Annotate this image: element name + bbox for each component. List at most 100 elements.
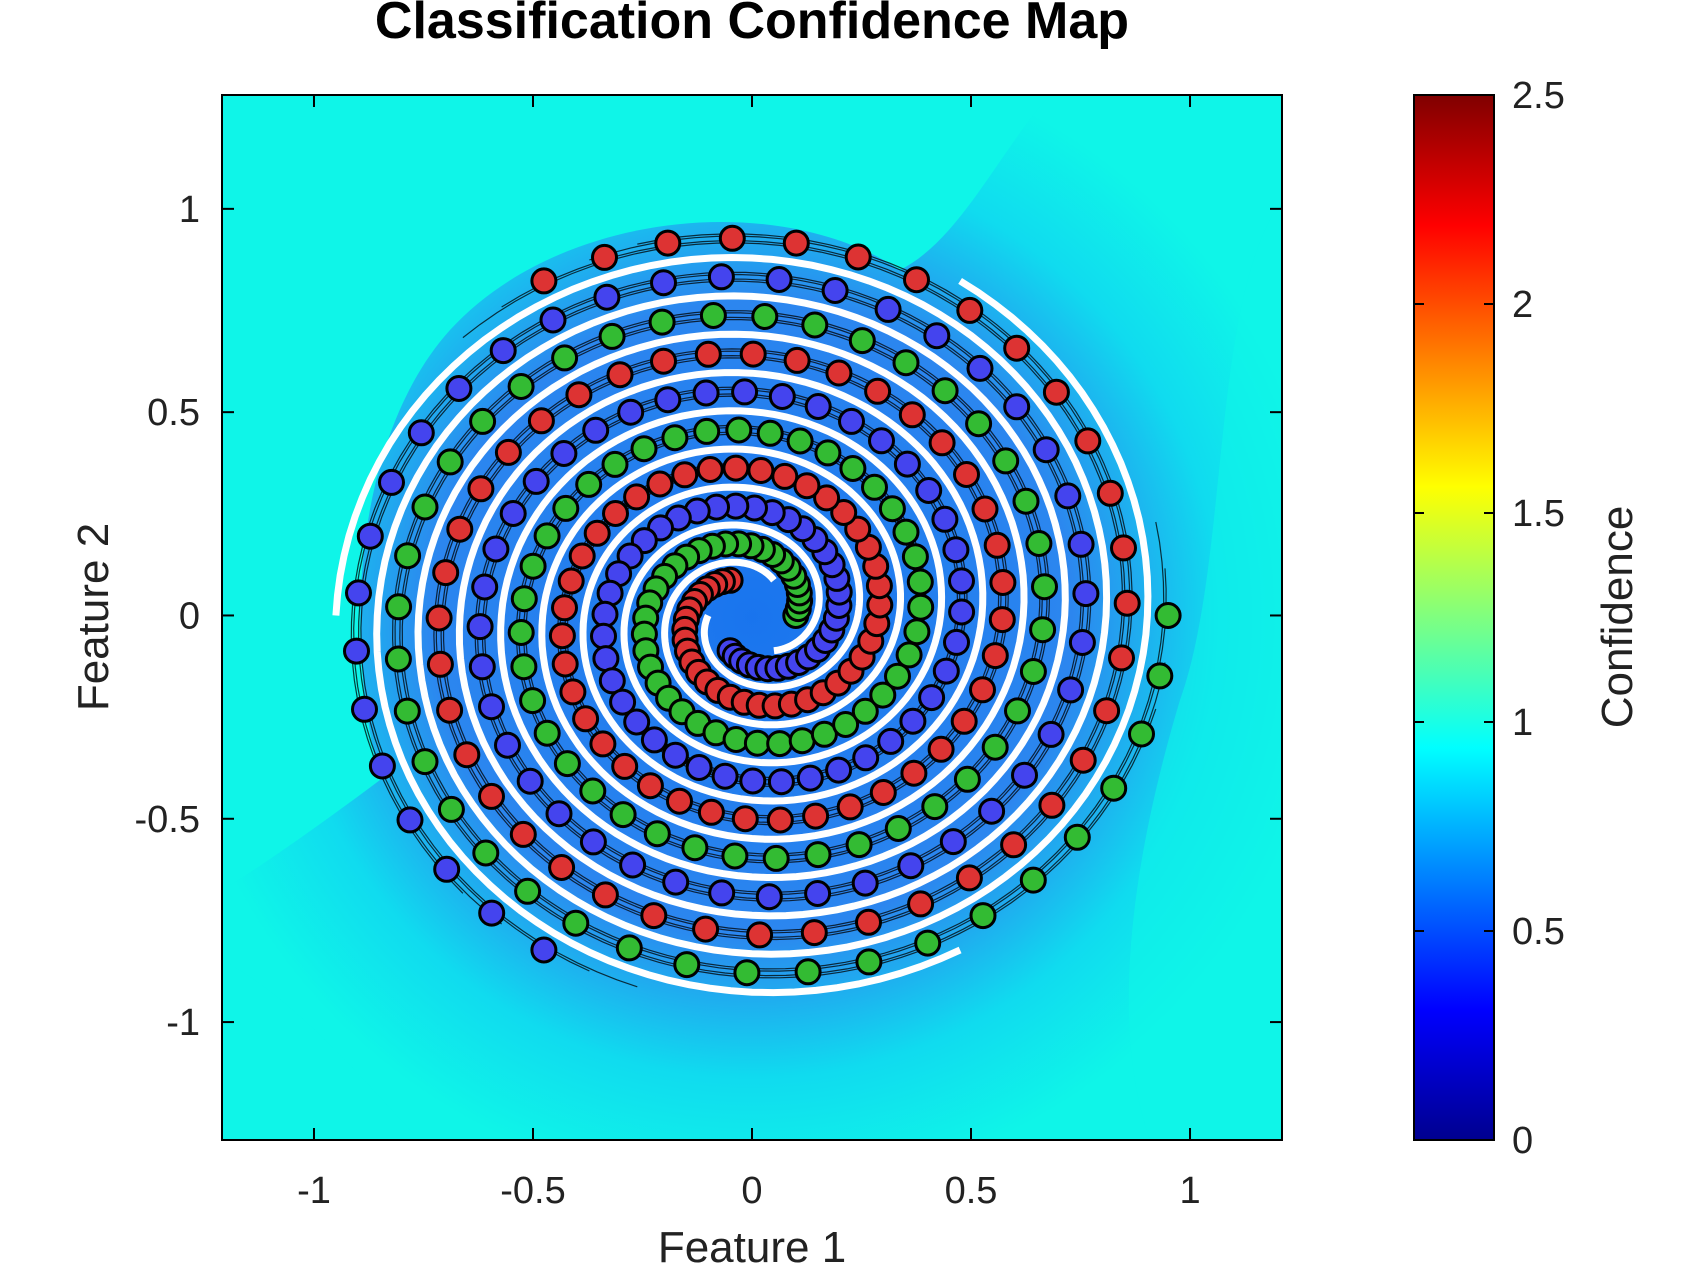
data-point bbox=[751, 303, 779, 330]
y-axis-label: Feature 2 bbox=[69, 523, 118, 711]
data-point bbox=[718, 224, 746, 252]
data-point bbox=[494, 731, 521, 759]
data-point bbox=[692, 379, 720, 407]
data-point bbox=[762, 844, 790, 872]
data-point bbox=[771, 462, 799, 490]
data-point bbox=[903, 266, 930, 294]
data-point bbox=[648, 308, 676, 336]
data-point bbox=[731, 378, 759, 406]
data-point bbox=[948, 567, 975, 595]
data-point bbox=[1032, 436, 1060, 464]
data-point bbox=[1025, 530, 1053, 557]
data-point bbox=[830, 499, 858, 526]
data-point bbox=[788, 727, 816, 755]
data-point bbox=[725, 416, 753, 444]
data-point bbox=[548, 622, 576, 650]
data-point bbox=[825, 756, 853, 784]
data-point bbox=[1063, 823, 1091, 851]
data-point bbox=[654, 386, 682, 414]
data-point bbox=[747, 457, 775, 484]
colorbar-tick-label: 2 bbox=[1512, 284, 1533, 326]
data-point bbox=[623, 483, 651, 511]
data-point bbox=[731, 805, 759, 833]
data-point bbox=[519, 552, 547, 580]
data-point bbox=[722, 454, 750, 482]
data-point bbox=[575, 470, 603, 498]
data-point bbox=[565, 381, 593, 409]
data-point bbox=[878, 495, 906, 523]
data-point bbox=[666, 787, 693, 815]
data-point bbox=[650, 269, 677, 297]
data-point bbox=[368, 752, 396, 780]
data-point bbox=[861, 473, 888, 501]
data-point bbox=[453, 741, 481, 769]
colorbar-label: Confidence bbox=[1593, 506, 1642, 729]
data-point bbox=[411, 493, 439, 521]
data-point bbox=[839, 455, 867, 482]
data-point bbox=[385, 593, 413, 621]
data-point bbox=[509, 820, 537, 848]
x-tick-label: 0 bbox=[741, 1170, 762, 1212]
y-axis: -1 -0.5 0 0.5 1 bbox=[135, 189, 1282, 1044]
data-point bbox=[1037, 720, 1065, 748]
data-point bbox=[568, 542, 596, 570]
data-point bbox=[478, 782, 505, 810]
data-point bbox=[378, 468, 405, 496]
data-point bbox=[510, 585, 538, 613]
data-point bbox=[836, 793, 864, 821]
data-point bbox=[900, 759, 928, 787]
data-point bbox=[522, 467, 550, 495]
data-point bbox=[437, 795, 465, 823]
data-point bbox=[550, 440, 578, 467]
data-point bbox=[931, 505, 959, 533]
data-point bbox=[969, 902, 997, 930]
data-point bbox=[646, 470, 674, 498]
data-point bbox=[1003, 393, 1031, 421]
data-point bbox=[1068, 629, 1096, 656]
data-point bbox=[533, 522, 561, 550]
data-point bbox=[552, 494, 580, 522]
data-point bbox=[617, 398, 645, 426]
data-point bbox=[551, 344, 579, 372]
data-point bbox=[1038, 791, 1066, 819]
data-point bbox=[851, 697, 879, 725]
data-point bbox=[507, 373, 535, 400]
data-point bbox=[971, 495, 999, 523]
data-point bbox=[765, 266, 793, 293]
data-point bbox=[953, 461, 980, 488]
data-point bbox=[510, 653, 538, 681]
data-point bbox=[756, 419, 784, 447]
data-point bbox=[721, 842, 749, 870]
colorbar-gradient bbox=[1413, 94, 1495, 1141]
data-point bbox=[471, 573, 499, 601]
y-tick-label: 0.5 bbox=[147, 392, 200, 434]
data-point bbox=[582, 416, 610, 444]
data-point bbox=[915, 477, 943, 504]
data-point bbox=[895, 641, 923, 669]
data-point bbox=[530, 267, 558, 295]
data-point bbox=[598, 667, 626, 695]
data-point bbox=[899, 707, 927, 735]
data-point bbox=[931, 377, 959, 405]
data-point bbox=[551, 594, 578, 622]
data-point bbox=[643, 820, 671, 848]
x-tick-label: 0.5 bbox=[945, 1170, 998, 1212]
data-point bbox=[591, 881, 619, 909]
data-point bbox=[955, 864, 983, 892]
data-point bbox=[1096, 479, 1124, 507]
data-point bbox=[868, 427, 895, 455]
confidence-field-lower-left bbox=[222, 960, 420, 1140]
data-point bbox=[681, 834, 709, 862]
data-point bbox=[804, 880, 832, 907]
data-point bbox=[671, 461, 699, 489]
data-point bbox=[942, 536, 970, 564]
data-point bbox=[482, 535, 510, 563]
data-point bbox=[782, 229, 810, 257]
data-point bbox=[562, 909, 590, 937]
data-point bbox=[743, 729, 771, 757]
data-point bbox=[407, 419, 435, 447]
data-point bbox=[650, 347, 677, 375]
chart-title: Classification Confidence Map bbox=[375, 0, 1129, 50]
colorbar-tick-label: 1.5 bbox=[1512, 493, 1565, 535]
